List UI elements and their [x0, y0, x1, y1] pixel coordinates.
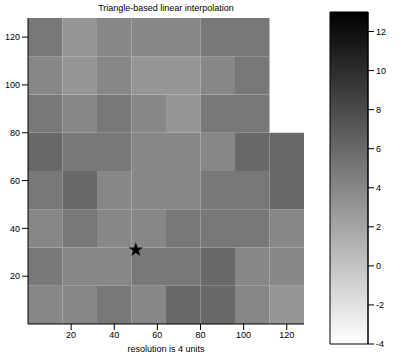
html-text:Triangle-based linear interpol: Triangle-based linear interpolation — [98, 3, 234, 13]
svg-text:120: 120 — [279, 330, 294, 340]
svg-text:-4: -4 — [376, 339, 384, 349]
svg-text:100: 100 — [236, 330, 251, 340]
svg-text:2: 2 — [376, 222, 381, 232]
svg-text:0: 0 — [376, 261, 381, 271]
svg-text:20: 20 — [10, 271, 20, 281]
svg-text:80: 80 — [10, 128, 20, 138]
svg-text:resolution is 4 units: resolution is 4 units — [127, 344, 205, 354]
svg-text:120: 120 — [5, 32, 20, 42]
svg-text:40: 40 — [109, 330, 119, 340]
svg-text:4: 4 — [376, 183, 381, 193]
svg-text:8: 8 — [376, 105, 381, 115]
svg-text:100: 100 — [5, 80, 20, 90]
svg-text:6: 6 — [376, 144, 381, 154]
svg-text:80: 80 — [195, 330, 205, 340]
svg-text:12: 12 — [376, 27, 386, 37]
svg-text:10: 10 — [376, 66, 386, 76]
svg-text:40: 40 — [10, 224, 20, 234]
svg-text:20: 20 — [66, 330, 76, 340]
svg-text:60: 60 — [152, 330, 162, 340]
svg-text:60: 60 — [10, 176, 20, 186]
svg-text:-2: -2 — [376, 300, 384, 310]
